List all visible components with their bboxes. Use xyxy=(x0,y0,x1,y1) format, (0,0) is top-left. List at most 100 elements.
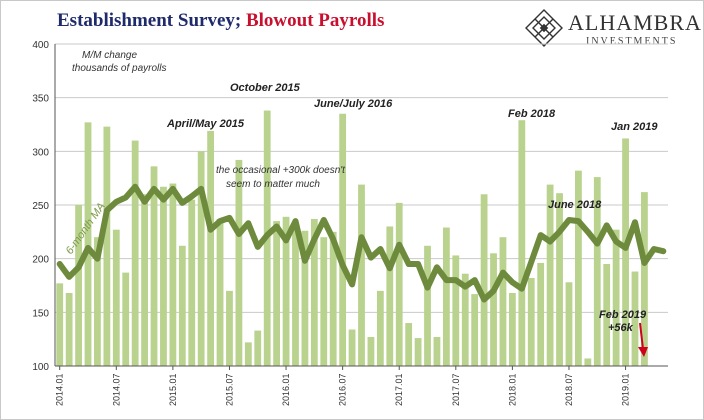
bar xyxy=(141,194,148,366)
chart-title-part1: Establishment Survey; xyxy=(57,10,242,31)
bar xyxy=(537,262,545,366)
bar xyxy=(527,277,535,366)
chart-title: Establishment Survey; Blowout Payrolls xyxy=(57,10,384,32)
bar xyxy=(584,358,592,366)
ma-line xyxy=(56,183,667,303)
diamond-lattice-icon xyxy=(525,9,563,47)
bar xyxy=(131,140,139,366)
bar xyxy=(480,194,488,366)
bar xyxy=(84,122,92,366)
bar xyxy=(301,230,309,366)
bar xyxy=(424,245,431,366)
bar xyxy=(282,216,290,366)
bar xyxy=(178,245,186,366)
bar xyxy=(235,159,243,366)
x-tick-label: 2014.07 xyxy=(111,373,121,406)
bar xyxy=(94,237,101,366)
x-tick-label: 2017.07 xyxy=(451,373,461,406)
bar xyxy=(546,184,554,366)
bar xyxy=(490,253,497,366)
bar xyxy=(367,337,375,366)
annotation-feb-2019-value: +56k xyxy=(608,322,634,334)
bar xyxy=(216,218,224,366)
bar xyxy=(169,183,177,366)
logo-tagline: INVESTMENTS xyxy=(586,36,678,47)
y-tick-label: 400 xyxy=(32,40,49,51)
bar xyxy=(103,126,111,366)
bar xyxy=(65,293,73,366)
annotation-feb-2019: Feb 2019 xyxy=(599,309,647,321)
bar xyxy=(575,170,582,366)
y-tick-label: 350 xyxy=(32,94,49,105)
bar xyxy=(376,290,384,366)
y-tick-label: 150 xyxy=(32,308,49,319)
bar xyxy=(641,192,648,366)
y-tick-label: 100 xyxy=(32,362,49,373)
bar xyxy=(197,151,205,366)
bar xyxy=(518,120,526,366)
bar xyxy=(452,255,460,366)
bar xyxy=(348,329,356,366)
bar xyxy=(622,138,629,366)
bar xyxy=(329,231,337,366)
bar xyxy=(631,271,639,366)
bar xyxy=(75,205,82,366)
logo-name: ALHAMBRA xyxy=(568,10,702,35)
annotation-occasional-line2: seem to matter much xyxy=(226,179,320,190)
bar xyxy=(56,283,64,366)
bar xyxy=(160,186,167,366)
bar xyxy=(565,282,573,366)
bar-series xyxy=(56,110,648,367)
annotation-apr-may-2015: April/May 2015 xyxy=(166,118,245,130)
bar xyxy=(442,227,450,366)
bar xyxy=(112,229,120,366)
bar xyxy=(499,237,507,366)
axes: 100 150 200 250 300 350 400 2014.01 2014.07 2015.… xyxy=(32,40,668,406)
bar xyxy=(556,193,563,366)
bar xyxy=(358,184,365,366)
bar xyxy=(320,237,328,366)
bar xyxy=(244,342,252,366)
bar xyxy=(292,223,299,366)
bar xyxy=(226,290,233,366)
chart-title-part2: Blowout Payrolls xyxy=(245,10,385,31)
bar xyxy=(150,166,158,366)
bar xyxy=(612,229,620,366)
bar xyxy=(207,130,215,366)
x-tick-label: 2019.01 xyxy=(621,373,631,406)
chart-subtitle-line2: thousands of payrolls xyxy=(72,63,167,74)
chart-subtitle-line1: M/M change xyxy=(82,50,137,61)
bar xyxy=(254,330,262,366)
annotation-jan-2019: Jan 2019 xyxy=(611,121,658,133)
red-arrow-icon xyxy=(638,322,648,357)
annotation-jun-2018: June 2018 xyxy=(548,199,602,211)
y-tick-label: 200 xyxy=(32,255,49,266)
x-tick-label: 2017.01 xyxy=(394,373,404,406)
bar xyxy=(310,218,318,366)
x-tick-label: 2014.01 xyxy=(55,373,65,406)
bar xyxy=(273,221,281,366)
alhambra-logo: ALHAMBRA INVESTMENTS xyxy=(524,8,701,50)
bar xyxy=(603,264,611,366)
bar xyxy=(508,293,516,366)
bar xyxy=(461,273,469,366)
bar xyxy=(433,337,441,366)
bar xyxy=(339,113,347,367)
x-tick-label: 2016.07 xyxy=(338,373,348,406)
x-tick-label: 2018.07 xyxy=(564,373,574,406)
y-tick-label: 300 xyxy=(32,147,49,158)
annotation-oct-2015: October 2015 xyxy=(230,82,301,94)
annotation-jun-jul-2016: June/July 2016 xyxy=(314,98,393,110)
annotation-occasional-line1: the occasional +300k doesn't xyxy=(216,165,346,176)
bar xyxy=(122,272,130,366)
x-tick-label: 2015.07 xyxy=(224,373,234,406)
bar xyxy=(188,199,196,366)
bar xyxy=(414,338,422,366)
x-tick-label: 2015.01 xyxy=(168,373,178,406)
bar xyxy=(395,202,403,366)
bar xyxy=(593,177,601,366)
x-tick-label: 2018.01 xyxy=(507,373,517,406)
ma-line-series xyxy=(56,183,667,303)
annotation-feb-2018: Feb 2018 xyxy=(508,108,556,120)
